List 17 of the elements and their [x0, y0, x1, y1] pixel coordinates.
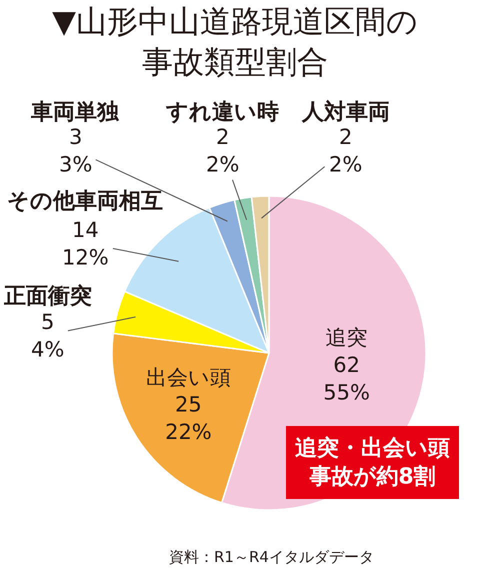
data-label: 2 2%	[329, 125, 362, 176]
slice-label: 車両単独	[30, 100, 120, 125]
data-label: 14 12%	[62, 218, 109, 270]
data-label: 5 4%	[31, 310, 64, 362]
chart-title: ▼山形中山道路現道区間の事故類型割合	[52, 4, 418, 80]
text: 追突・出会い頭事故が約8割	[295, 435, 450, 490]
slice-label: 正面衝突	[3, 283, 92, 309]
data-label: 25 22%	[165, 392, 212, 444]
data-label: 62 55%	[323, 352, 370, 404]
data-label: 3 3%	[59, 125, 92, 176]
data-label: 2 2%	[206, 125, 240, 176]
slice-label: 追突	[326, 326, 368, 350]
text: 資料：R1～R4イタルダデータ	[169, 548, 374, 566]
slice-label: その他車両相互	[7, 189, 163, 214]
slice-label: 出会い頭	[146, 365, 231, 390]
slice-label: 人対車両	[301, 99, 390, 125]
slice-label: すれ違い時	[165, 100, 279, 125]
